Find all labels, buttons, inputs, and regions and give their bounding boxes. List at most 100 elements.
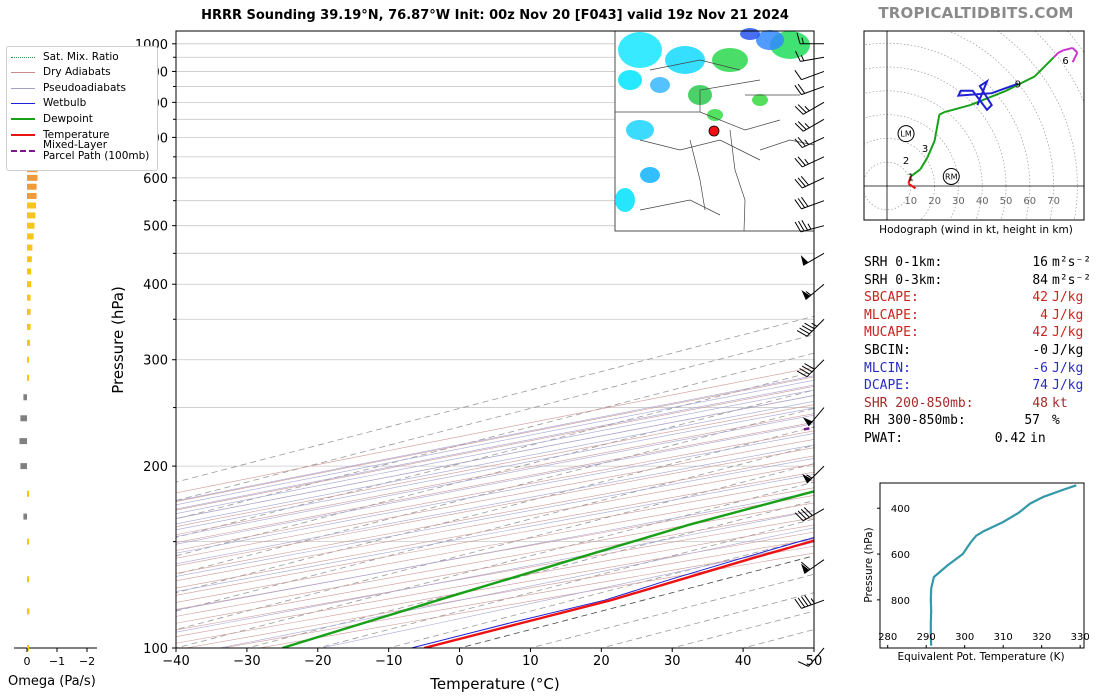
hodo-ring-label: 40: [976, 196, 989, 207]
index-key: DCAPE:: [864, 378, 911, 394]
omega-bar: [27, 645, 29, 651]
hodo-trace-segment: [1057, 49, 1064, 54]
omega-bar: [19, 438, 27, 445]
barb-flag: [801, 596, 809, 607]
pseudoadiabat-line: [176, 379, 814, 506]
hodo-ring-label: 70: [1047, 196, 1060, 207]
y-tick-label: 100: [143, 642, 168, 657]
hodo-height-label: 2: [903, 156, 909, 167]
isotherm-line: [388, 537, 814, 648]
sounding-indices: SRH 0-1km: 16 m²s⁻² SRH 0-3km: 84 m²s⁻² SBCAPE…: [864, 255, 1094, 449]
omega-bar: [27, 192, 37, 199]
index-value: 84: [1032, 272, 1048, 288]
isotherm-line: [176, 315, 814, 483]
index-unit: %: [1052, 413, 1060, 429]
barb-staff: [806, 359, 825, 378]
isotherm-line: [176, 407, 814, 575]
pseudoadiabat-line: [176, 395, 814, 519]
omega-bar: [27, 256, 32, 263]
wind-barb: [794, 196, 825, 210]
index-key: MLCIN:: [864, 360, 911, 376]
legend-item: Dry Adiabats: [11, 66, 111, 80]
hodo-height-label: 3: [922, 144, 928, 155]
barb-flag: [796, 370, 808, 378]
legend-item: Dewpoint: [11, 112, 93, 126]
chart-legend: Sat. Mix. Ratio Dry Adiabats Pseudoadiabat…: [6, 46, 158, 171]
pseudoadiabat-line: [176, 384, 814, 510]
hodo-trace-segment: [1005, 75, 1036, 92]
index-row: DCAPE: 74 J/kg: [864, 378, 1094, 396]
omega-bar: [27, 339, 30, 346]
index-unit: J/kg: [1052, 342, 1084, 358]
barb-staff: [800, 225, 825, 233]
barb-flag: [797, 156, 806, 166]
omega-bar: [27, 374, 29, 381]
index-value: 0.42: [994, 430, 1026, 446]
wind-barb: [798, 647, 825, 667]
barb-staff: [800, 56, 825, 62]
wind-barb: [794, 595, 825, 609]
omega-x-axis-label: Omega (Pa/s): [8, 674, 96, 689]
wind-barb: [796, 32, 824, 45]
radar-echo: [626, 120, 654, 140]
legend-item: Temperature: [11, 128, 110, 142]
barb-staff: [802, 136, 825, 148]
wind-barb: [794, 219, 825, 233]
omega-x-tick-label: −2: [79, 655, 95, 668]
wind-barb: [794, 70, 825, 81]
barb-flag: [800, 176, 809, 186]
barb-half-flag: [811, 322, 818, 327]
legend-item: Sat. Mix. Ratio: [11, 50, 119, 64]
barb-pennant: [802, 417, 813, 426]
barb-flag: [804, 595, 812, 606]
barb-flag: [794, 138, 803, 148]
wind-barb: [802, 407, 825, 427]
barb-half-flag: [800, 54, 805, 62]
map-border: [729, 129, 746, 232]
barb-flag: [797, 104, 807, 113]
wind-barb: [794, 101, 825, 115]
barb-staff: [801, 200, 825, 210]
index-row: MLCAPE: 4 J/kg: [864, 308, 1094, 326]
isotherm-line: [317, 518, 814, 648]
theta-e-line: [929, 484, 1077, 646]
index-value: 74: [1032, 378, 1048, 394]
y-tick-label: 200: [143, 460, 168, 475]
index-value: 4: [1040, 307, 1048, 323]
index-unit: kt: [1052, 395, 1068, 411]
barb-half-flag: [805, 291, 812, 296]
barb-staff: [805, 283, 825, 301]
hodo-ring-label: 10: [904, 196, 917, 207]
theta-x-tick-label: 330: [1071, 632, 1090, 643]
legend-swatch: [11, 103, 35, 105]
legend-label: Wetbulb: [43, 97, 87, 110]
map-border: [639, 139, 761, 161]
barb-flag: [794, 85, 802, 95]
legend-swatch: [11, 56, 35, 58]
barb-flag: [800, 561, 811, 570]
hodo-trace-segment: [910, 168, 921, 178]
radar-echo: [618, 70, 642, 90]
pseudoadiabat-line: [176, 375, 814, 502]
x-tick-label: −10: [375, 654, 402, 669]
barb-flag: [794, 221, 802, 233]
x-tick-label: 0: [455, 654, 463, 669]
x-tick-label: 10: [522, 654, 539, 669]
omega-bar: [20, 415, 27, 422]
legend-swatch: [11, 149, 35, 152]
wind-barb: [794, 156, 825, 168]
index-key: SRH 0-3km:: [864, 272, 943, 288]
pseudoadiabat-line: [176, 389, 814, 514]
index-unit: m²s⁻²: [1052, 255, 1092, 270]
barb-flag: [801, 196, 809, 207]
hodo-trace-segment: [1052, 52, 1060, 59]
x-tick-label: −40: [162, 654, 189, 669]
barb-flag: [801, 219, 809, 231]
hodo-frame: [863, 30, 1085, 221]
barb-flag: [798, 661, 809, 667]
hodo-group: 10 20 30 40 50 60 70 1 2 3 6 9 LM RM: [864, 31, 1084, 220]
barb-flag: [794, 598, 802, 609]
barb-flag: [796, 32, 801, 44]
wind-barb: [796, 359, 825, 378]
index-row: SBCAPE: 42 J/kg: [864, 290, 1094, 308]
